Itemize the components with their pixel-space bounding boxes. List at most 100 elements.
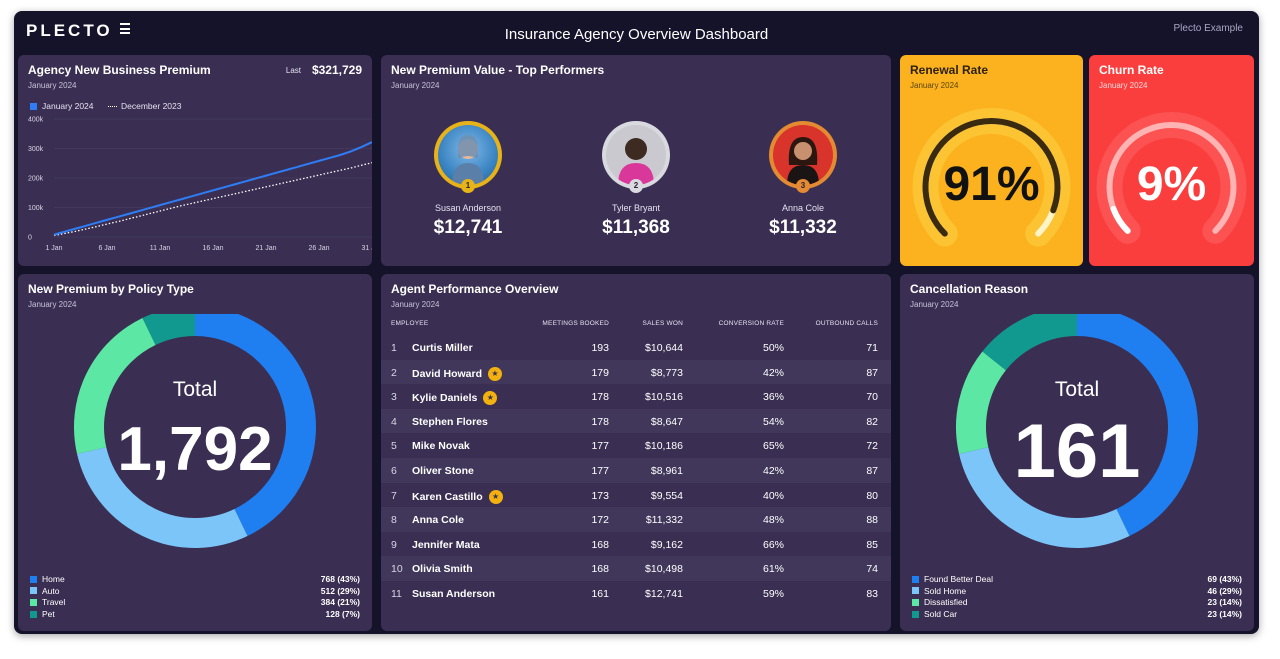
outbound-calls-text: 83: [866, 588, 878, 600]
conversion-rate-text: 48%: [762, 514, 784, 527]
legend-value: 46 (29%): [1207, 585, 1243, 596]
legend-item[interactable]: Auto: [30, 586, 60, 596]
table-row[interactable]: 9 Jennifer Mata 168 $9,162 66% 85: [381, 532, 891, 557]
gauge-fill: [1110, 205, 1131, 234]
column-header-conversion[interactable]: CONVERSION RATE: [718, 320, 784, 327]
performer-name: Susan Anderson: [434, 203, 502, 213]
legend-item[interactable]: Sold Home: [912, 586, 966, 596]
employee-name-text: Jennifer Mata: [412, 538, 480, 551]
sales-won: $10,644: [645, 342, 683, 354]
conversion-rate: 48%: [763, 514, 784, 526]
conversion-rate-text: 42%: [762, 366, 784, 379]
employee-name-text: Olivia Smith: [412, 563, 473, 576]
column-header-calls[interactable]: OUTBOUND CALLS: [815, 320, 878, 327]
cancellation-donut-chart: [956, 314, 1198, 548]
donut-slice-dissatisfied[interactable]: [956, 351, 1007, 454]
table-row[interactable]: 1 Curtis Miller 193 $10,644 50% 71: [381, 335, 891, 360]
sales-won: $9,162: [651, 539, 683, 551]
employee-name-text: Susan Anderson: [412, 588, 496, 600]
employee-name-text: Karen Castillo: [412, 490, 483, 503]
outbound-calls: 85: [866, 539, 878, 551]
table-row[interactable]: 5 Mike Novak 177 $10,186 65% 72: [381, 433, 891, 458]
cancellation-card: Cancellation Reason January 2024 Total 1…: [900, 274, 1254, 631]
legend-swatch: [30, 598, 37, 606]
donut-slice-home[interactable]: [194, 314, 316, 537]
meetings-booked: 168: [591, 539, 609, 551]
award-badge-icon: ★: [483, 391, 498, 406]
meetings-booked-text: 177: [591, 440, 609, 453]
performer-value: $11,332: [769, 217, 837, 238]
page-title: Insurance Agency Overview Dashboard: [504, 26, 769, 43]
employee-name: Kylie Daniels ★: [412, 391, 498, 406]
sales-won-text: $10,644: [645, 342, 683, 354]
series-line-previous[interactable]: [53, 162, 372, 237]
outbound-calls-text: 70: [866, 391, 878, 404]
legend-item[interactable]: Found Better Deal: [912, 574, 993, 584]
conversion-rate-text: 61%: [762, 563, 784, 576]
sales-won-text: $9,162: [650, 538, 683, 551]
meetings-booked-text: 179: [591, 366, 609, 379]
outbound-calls: 88: [866, 514, 878, 526]
donut-slice-auto[interactable]: [77, 446, 248, 548]
top-performers-card: New Premium Value - Top Performers Janua…: [381, 55, 891, 266]
conversion-rate: 54%: [763, 416, 784, 428]
row-number-text: 10: [391, 563, 403, 576]
row-number-text: 7: [391, 489, 397, 502]
legend-item[interactable]: Home: [30, 574, 65, 584]
outbound-calls: 74: [866, 563, 878, 575]
donut-slice-sold-car[interactable]: [982, 314, 1078, 371]
series-line-current[interactable]: [53, 141, 372, 236]
legend-value: 23 (14%): [1207, 609, 1243, 620]
table-row[interactable]: 4 Stephen Flores 178 $8,647 54% 82: [381, 408, 891, 434]
table-row[interactable]: 10 Olivia Smith 168 $10,498 61% 74: [381, 556, 891, 581]
table-row[interactable]: 8 Anna Cole 172 $11,332 48% 88: [381, 507, 891, 532]
table-row[interactable]: 7 Karen Castillo ★ 173 $9,554 40% 80: [381, 483, 891, 508]
performer-2[interactable]: 2 Tyler Bryant $11,368: [576, 121, 696, 239]
plecto-logo[interactable]: PLECTO: [26, 21, 113, 40]
legend-swatch: [912, 598, 919, 606]
legend-item[interactable]: Pet: [30, 609, 55, 619]
donut-slice-pet[interactable]: [142, 314, 196, 346]
policy-donut-chart: [74, 314, 316, 548]
performer-1[interactable]: 1 Susan Anderson $12,741: [408, 121, 528, 239]
donut-slice-travel[interactable]: [74, 317, 156, 454]
legend-label: Home: [42, 574, 65, 584]
column-header-sales[interactable]: SALES WON: [642, 320, 683, 327]
renewal-rate-card: Renewal Rate January 2024 91%: [900, 55, 1083, 266]
donut-slice-found-better-deal[interactable]: [1076, 314, 1198, 537]
table-row[interactable]: 11 Susan Anderson 161 $12,741 59% 83: [381, 581, 891, 606]
y-tick-label: 100k: [28, 205, 44, 212]
row-number: 5: [391, 440, 397, 452]
donut-slice-sold-home[interactable]: [959, 446, 1130, 548]
sales-won: $12,741: [645, 588, 683, 600]
table-row[interactable]: 2 David Howard ★ 179 $8,773 42% 87: [381, 359, 891, 385]
award-badge-icon: ★: [488, 489, 503, 504]
performer-3[interactable]: 3 Anna Cole $11,332: [743, 121, 863, 239]
conversion-rate-text: 42%: [762, 465, 784, 477]
employee-name: Oliver Stone: [412, 465, 474, 477]
hamburger-menu-icon[interactable]: [120, 23, 130, 37]
legend-item[interactable]: Sold Car: [912, 609, 957, 619]
conversion-rate-text: 36%: [762, 391, 784, 404]
table-row[interactable]: 3 Kylie Daniels ★ 178 $10,516 36% 70: [381, 384, 891, 409]
meetings-booked-text: 178: [591, 415, 609, 428]
conversion-rate: 61%: [763, 563, 784, 575]
legend-label: Sold Home: [924, 585, 967, 596]
sales-won-text: $10,498: [645, 563, 683, 576]
card-period: January 2024: [391, 300, 440, 309]
performer-value: $11,368: [602, 217, 670, 238]
sales-won: $10,498: [645, 563, 683, 575]
legend-item[interactable]: Travel: [30, 597, 65, 607]
legend-item[interactable]: Dissatisfied: [912, 597, 967, 607]
donut-total-label: Total: [172, 378, 218, 401]
card-title: Cancellation Reason: [910, 282, 1029, 296]
column-header-employee[interactable]: EMPLOYEE: [391, 320, 429, 327]
gauge-track: [1106, 122, 1237, 234]
column-header-meetings[interactable]: MEETINGS BOOKED: [542, 320, 609, 327]
row-number-text: 8: [391, 514, 397, 527]
gauge-fill: [922, 118, 1061, 237]
performer-value: $12,741: [433, 217, 503, 238]
outbound-calls: 72: [866, 440, 878, 452]
table-row[interactable]: 6 Oliver Stone 177 $8,961 42% 87: [381, 458, 891, 483]
employee-name: Anna Cole: [412, 514, 464, 526]
